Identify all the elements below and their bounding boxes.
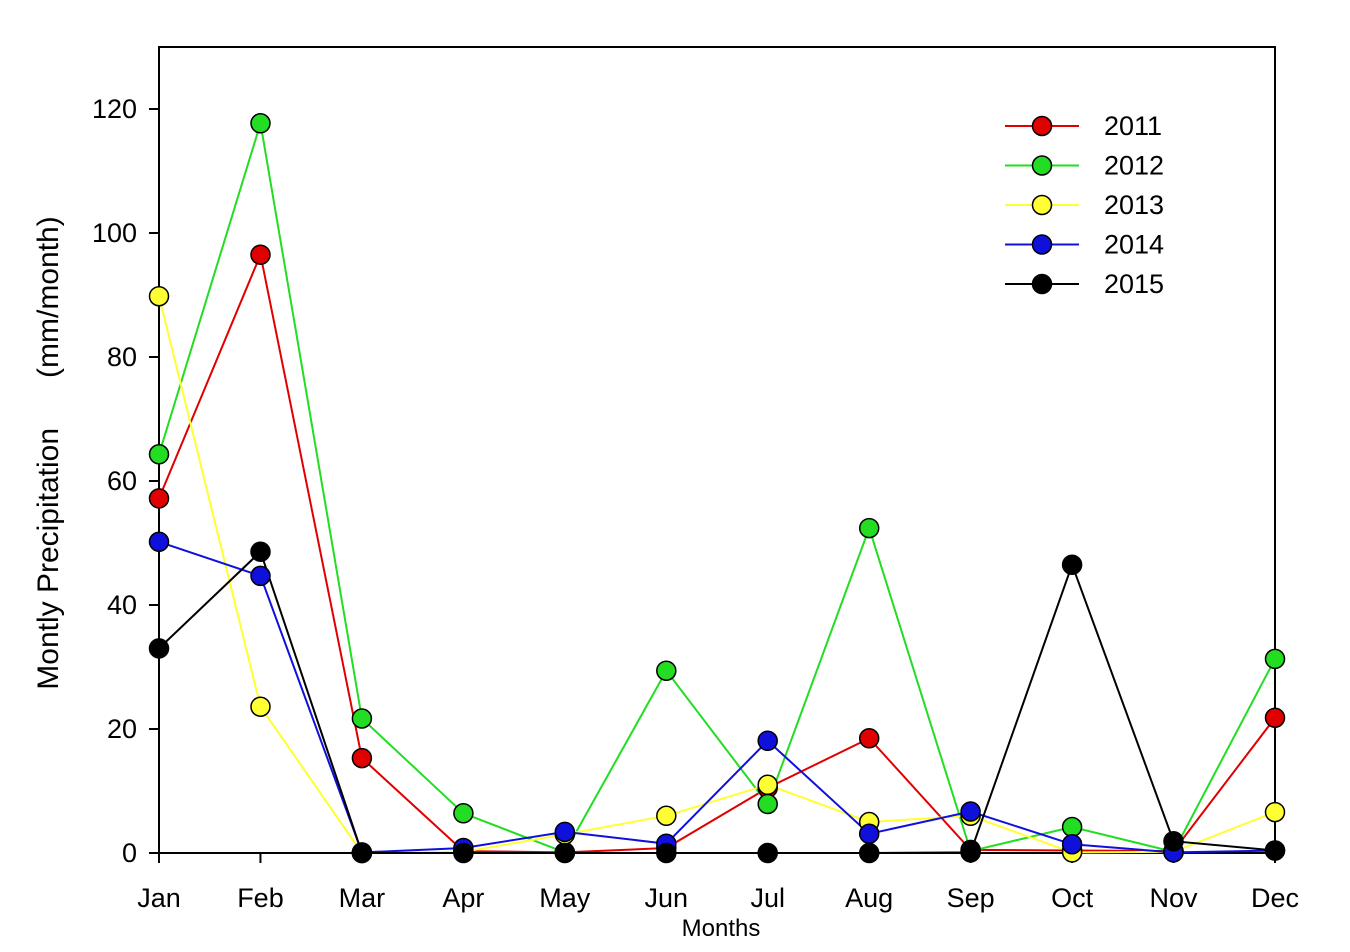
x-axis: Jan Feb Mar Apr May Jun Jul Aug Sep Oct Nov Dec xyxy=(137,853,1299,913)
data-point xyxy=(1264,648,1286,670)
data-point xyxy=(250,696,271,717)
x-tick-label: Jul xyxy=(750,883,785,913)
x-tick-label: Jan xyxy=(137,883,181,913)
y-tick-label: 20 xyxy=(107,714,137,744)
data-point xyxy=(1264,840,1286,861)
data-point xyxy=(757,793,778,815)
series-points-2015 xyxy=(148,541,1286,864)
x-tick-label: Jun xyxy=(644,883,688,913)
data-point xyxy=(656,842,677,864)
legend-label: 2012 xyxy=(1104,151,1164,181)
data-point xyxy=(250,541,271,562)
data-point xyxy=(858,517,880,539)
x-tick-label: May xyxy=(539,883,591,913)
data-point xyxy=(858,823,880,845)
legend-marker xyxy=(1031,115,1053,137)
x-tick-label: Aug xyxy=(845,883,893,913)
y-tick-label: 40 xyxy=(107,590,137,620)
data-point xyxy=(148,488,170,509)
data-point xyxy=(351,747,373,769)
data-point xyxy=(960,801,981,822)
x-tick-label: Apr xyxy=(442,883,484,913)
x-tick-label: Sep xyxy=(947,883,995,913)
x-tick-label: Oct xyxy=(1051,883,1094,913)
legend-item-2011: 2011 xyxy=(1005,111,1162,141)
legend: 2011 2012 2013 2014 2015 xyxy=(1005,111,1164,299)
data-point xyxy=(1061,834,1083,855)
data-point xyxy=(351,708,373,729)
data-point xyxy=(148,531,170,553)
legend-item-2015: 2015 xyxy=(1005,269,1164,299)
data-point xyxy=(250,244,271,265)
data-point xyxy=(453,803,474,824)
series-points-2013 xyxy=(148,285,1286,864)
data-point xyxy=(757,730,778,752)
legend-marker xyxy=(1031,194,1053,216)
series-line-2012 xyxy=(158,123,1276,854)
data-point xyxy=(554,821,576,843)
y-tick-label: 80 xyxy=(107,342,137,372)
data-point xyxy=(757,842,778,864)
legend-item-2013: 2013 xyxy=(1005,190,1164,220)
y-tick-label: 100 xyxy=(92,218,137,248)
legend-item-2014: 2014 xyxy=(1005,230,1164,260)
data-point xyxy=(148,444,170,465)
x-axis-title: Months xyxy=(682,915,761,942)
data-point xyxy=(757,774,778,796)
legend-marker xyxy=(1031,273,1053,295)
y-axis-title: Montly Precipitation (mm/month) xyxy=(32,216,65,689)
data-point xyxy=(1061,816,1083,838)
series-line-2011 xyxy=(158,251,1276,854)
data-point xyxy=(858,842,880,864)
series-markers xyxy=(148,113,1286,864)
series-points-2012 xyxy=(148,113,1286,863)
data-point xyxy=(148,638,170,659)
data-point xyxy=(453,842,474,864)
data-point xyxy=(656,805,677,827)
data-point xyxy=(250,113,271,134)
legend-item-2012: 2012 xyxy=(1005,151,1164,181)
data-point xyxy=(351,842,373,864)
data-point xyxy=(1264,801,1286,823)
data-point xyxy=(554,842,576,864)
legend-label: 2014 xyxy=(1104,230,1164,260)
y-tick-label: 0 xyxy=(122,838,137,868)
series-line-2014 xyxy=(158,540,1276,854)
series-lines xyxy=(158,123,1276,855)
y-tick-label: 120 xyxy=(92,94,137,124)
x-tick-label: Dec xyxy=(1251,883,1299,913)
data-point xyxy=(1061,554,1083,575)
legend-marker xyxy=(1031,234,1053,255)
legend-label: 2013 xyxy=(1104,190,1164,220)
x-tick-label: Mar xyxy=(339,883,386,913)
series-line-2013 xyxy=(158,295,1276,855)
data-point xyxy=(960,842,981,863)
y-axis: 0 20 40 60 80 100 120 xyxy=(92,94,159,868)
data-point xyxy=(656,660,677,681)
x-tick-label: Nov xyxy=(1150,883,1199,913)
legend-label: 2015 xyxy=(1104,269,1164,299)
series-layer xyxy=(148,113,1286,864)
y-tick-label: 60 xyxy=(107,466,137,496)
data-point xyxy=(250,565,271,587)
data-point xyxy=(858,728,880,749)
legend-label: 2011 xyxy=(1104,111,1162,141)
series-line-2015 xyxy=(158,549,1276,854)
data-point xyxy=(148,285,170,307)
data-point xyxy=(1264,707,1286,729)
series-points-2014 xyxy=(148,531,1286,863)
x-tick-label: Feb xyxy=(237,883,284,913)
legend-marker xyxy=(1031,155,1053,176)
data-point xyxy=(1163,830,1184,852)
